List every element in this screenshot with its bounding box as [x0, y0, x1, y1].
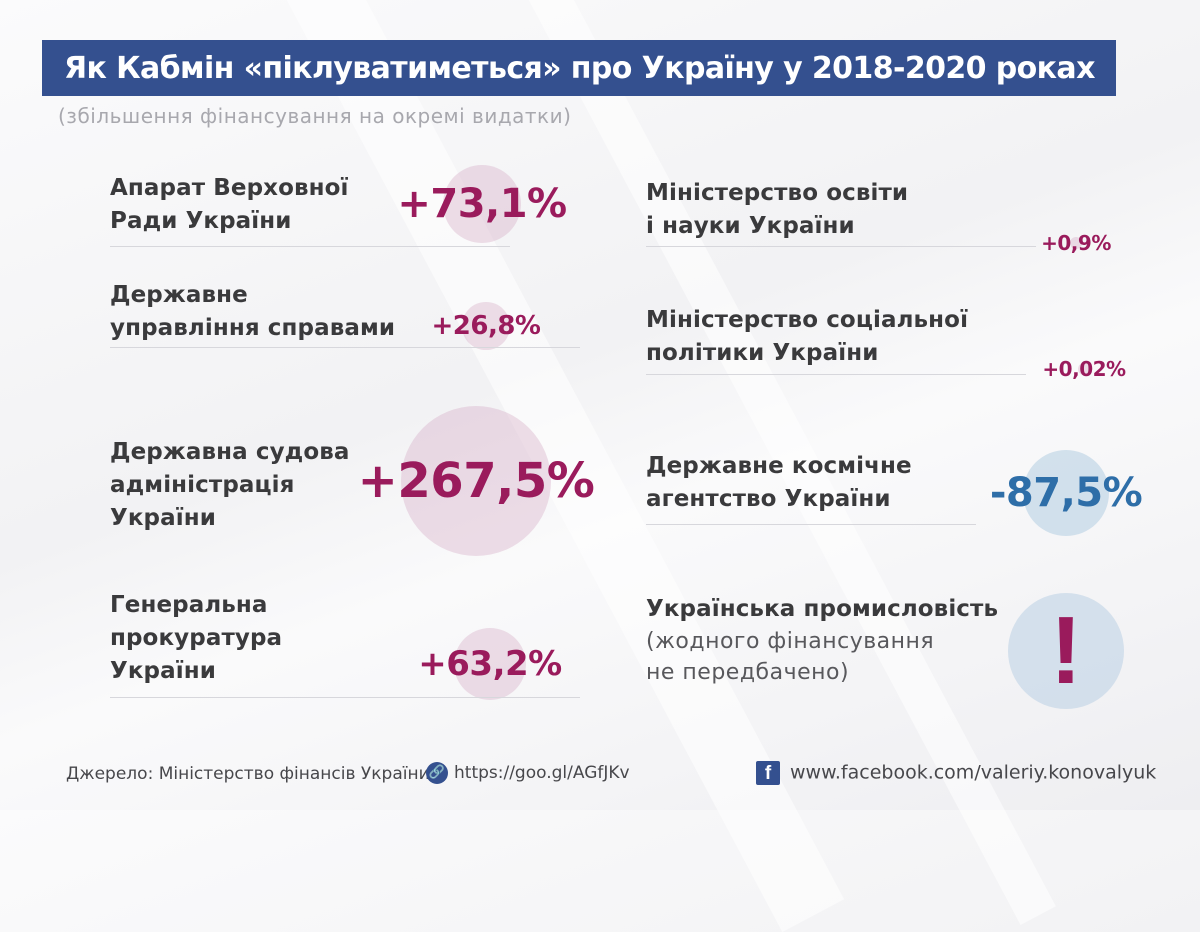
- category-label-line: і науки України: [646, 213, 855, 239]
- footer-facebook[interactable]: f www.facebook.com/valeriy.konovalyuk: [756, 761, 1156, 785]
- value-label: +73,1%: [397, 181, 567, 227]
- row-divider: [646, 246, 1036, 247]
- row-divider: [646, 524, 976, 525]
- value-bubble: [453, 627, 527, 701]
- value-bubble: [462, 302, 510, 350]
- row-divider: [646, 374, 1026, 375]
- row-divider: [110, 697, 580, 698]
- value-bubble: [1078, 363, 1090, 375]
- value-bubble: [1070, 237, 1082, 249]
- category-label-line: Генеральна: [110, 592, 268, 618]
- footer-source: Джерело: Міністерство фінансів України: [66, 764, 430, 784]
- category-label-line: агентство України: [646, 486, 891, 512]
- row-divider: [110, 347, 580, 348]
- facebook-icon: f: [756, 761, 780, 785]
- page-title: Як Кабмін «піклуватиметься» про Україну …: [64, 50, 1095, 86]
- value-bubble: [1008, 593, 1124, 709]
- footer-link[interactable]: 🔗 https://goo.gl/AGfJKv: [426, 762, 630, 784]
- category-label-line: Державне: [110, 282, 248, 308]
- category-label-line: Державна судова: [110, 439, 350, 465]
- category-label: Державне управління справами: [110, 279, 395, 345]
- facebook-link[interactable]: www.facebook.com/valeriy.konovalyuk: [790, 761, 1157, 784]
- value-label: +0,02%: [1042, 357, 1126, 381]
- value-bubble: [442, 164, 522, 244]
- category-label: Міністерство освіти і науки України: [646, 177, 908, 243]
- category-label-line: України: [110, 658, 216, 684]
- link-icon: 🔗: [426, 762, 448, 784]
- category-label-line: управління справами: [110, 315, 396, 341]
- category-label-line: Українська промисловість: [646, 596, 999, 622]
- page-subtitle: (збільшення фінансування на окремі видат…: [58, 104, 572, 128]
- category-label-line: України: [110, 505, 216, 531]
- category-label: Українська промисловість: [646, 593, 998, 626]
- category-label-line: прокуратура: [110, 625, 283, 651]
- category-label-line: Міністерство освіти: [646, 180, 909, 206]
- source-link[interactable]: https://goo.gl/AGfJKv: [454, 763, 630, 783]
- value-label: +63,2%: [418, 644, 562, 684]
- category-label-line: Ради України: [110, 208, 292, 234]
- value-label: +0,9%: [1041, 231, 1111, 255]
- value-bubble: [1023, 450, 1109, 536]
- category-note-line: не передбачено): [646, 660, 850, 685]
- category-label-line: Апарат Верховної: [110, 175, 349, 201]
- title-bar: Як Кабмін «піклуватиметься» про Україну …: [42, 40, 1116, 96]
- exclamation-icon: !: [1050, 597, 1082, 704]
- category-label: Генеральна прокуратура України: [110, 589, 282, 688]
- value-label: -87,5%: [989, 470, 1143, 516]
- category-label: Державне космічне агентство України: [646, 450, 912, 516]
- category-label-line: Міністерство соціальної: [646, 307, 969, 333]
- category-label-line: політики України: [646, 340, 879, 366]
- value-label: +267,5%: [357, 453, 595, 509]
- category-label: Державна судова адміністрація України: [110, 436, 350, 535]
- category-note: (жодного фінансування не передбачено): [646, 626, 934, 688]
- row-divider: [110, 246, 510, 247]
- category-label: Апарат Верховної Ради України: [110, 172, 349, 238]
- category-label-line: Державне космічне: [646, 453, 912, 479]
- category-note-line: (жодного фінансування: [646, 629, 935, 654]
- source-text: Джерело: Міністерство фінансів України: [66, 764, 430, 784]
- value-label: +26,8%: [431, 311, 542, 341]
- value-bubble: [401, 406, 551, 556]
- category-label-line: адміністрація: [110, 472, 295, 498]
- category-label: Міністерство соціальної політики України: [646, 304, 968, 370]
